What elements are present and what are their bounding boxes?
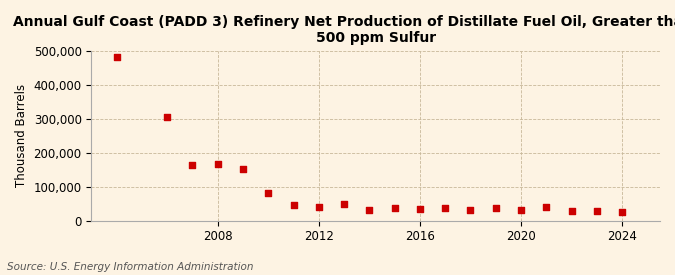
Point — [263, 190, 273, 195]
Point — [617, 209, 628, 214]
Point — [288, 203, 299, 207]
Point — [440, 206, 451, 210]
Point — [465, 208, 476, 212]
Point — [566, 209, 577, 213]
Point — [238, 166, 248, 171]
Y-axis label: Thousand Barrels: Thousand Barrels — [15, 84, 28, 187]
Text: Source: U.S. Energy Information Administration: Source: U.S. Energy Information Administ… — [7, 262, 253, 272]
Point — [111, 55, 122, 60]
Point — [364, 207, 375, 212]
Point — [213, 161, 223, 166]
Title: Annual Gulf Coast (PADD 3) Refinery Net Production of Distillate Fuel Oil, Great: Annual Gulf Coast (PADD 3) Refinery Net … — [13, 15, 675, 45]
Point — [591, 209, 602, 213]
Point — [339, 202, 350, 207]
Point — [162, 115, 173, 119]
Point — [313, 205, 324, 209]
Point — [414, 207, 425, 211]
Point — [490, 206, 501, 210]
Point — [389, 206, 400, 210]
Point — [516, 208, 526, 212]
Point — [187, 163, 198, 167]
Point — [541, 205, 551, 209]
